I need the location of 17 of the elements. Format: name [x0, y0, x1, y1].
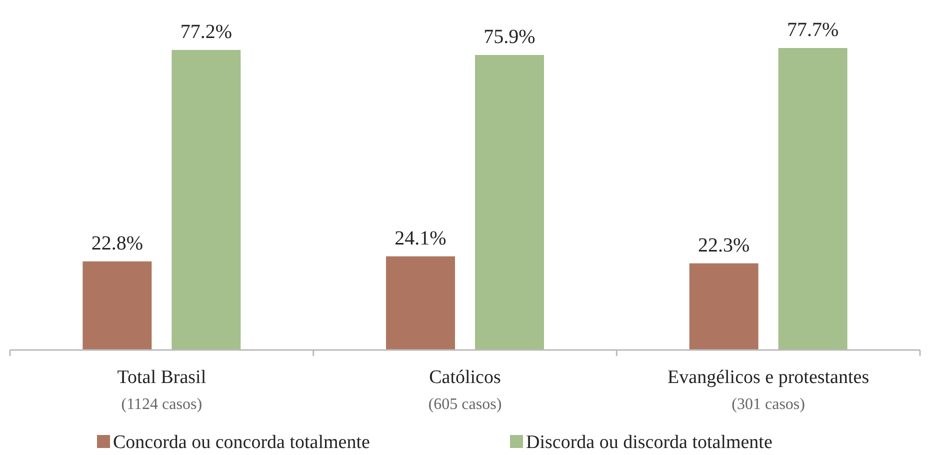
bar	[386, 256, 455, 350]
bar	[172, 50, 241, 350]
bar	[689, 263, 758, 350]
legend-label: Discorda ou discorda totalmente	[526, 432, 772, 453]
data-label: 75.9%	[484, 26, 536, 48]
data-label: 22.8%	[91, 232, 144, 254]
data-label: 77.2%	[180, 20, 232, 43]
data-label: 22.3%	[698, 234, 750, 256]
data-label: 77.7%	[786, 19, 839, 41]
x-tick-label: Evangélicos e protestantes (301 casos)	[668, 367, 870, 413]
bar	[475, 54, 544, 350]
x-tick-label: Católicos (605 casos)	[428, 367, 502, 413]
legend-label: Concorda ou concorda totalmente	[113, 432, 370, 453]
data-label: 24.1%	[394, 227, 446, 250]
bar	[82, 261, 152, 350]
bar	[778, 48, 848, 350]
x-tick-label: Total Brasil (1124 casos)	[117, 367, 206, 413]
